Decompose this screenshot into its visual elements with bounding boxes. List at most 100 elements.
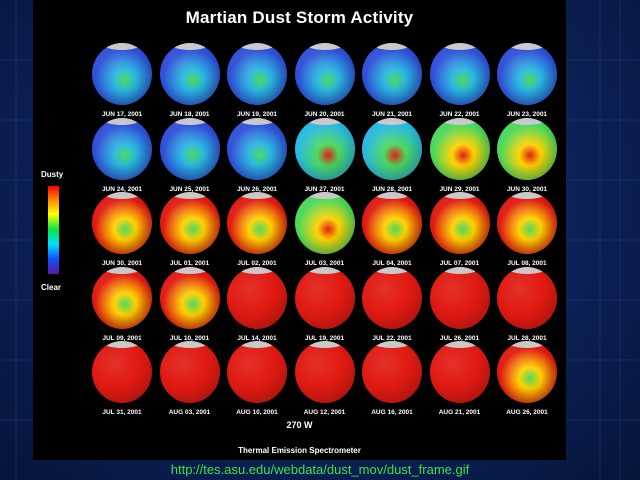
mars-globe-image: [227, 117, 287, 180]
globe-shading: [227, 341, 287, 403]
legend-dusty-label: Dusty: [41, 170, 64, 179]
globe-frame: JUN 30, 2001: [92, 192, 154, 274]
globe-frame: AUG 26, 2001: [497, 341, 559, 423]
globe-date-label: JUL 08, 2001: [507, 260, 547, 267]
globe-frame: AUG 16, 2001: [362, 341, 424, 423]
globe-date-label: JUL 22, 2001: [372, 334, 412, 342]
globe-frame: JUN 22, 2001: [429, 43, 492, 125]
globe-frame: JUL 08, 2001: [497, 192, 559, 274]
globe-date-label: JUN 30, 2001: [506, 185, 548, 193]
globe-date-label: JUN 27, 2001: [304, 185, 345, 193]
globe-date-label: JUN 23, 2001: [506, 111, 548, 118]
globe-shading: [159, 192, 220, 254]
globe-date-label: JUL 26, 2001: [439, 334, 480, 342]
mars-globe-image: [362, 192, 422, 254]
globe-shading: [362, 43, 422, 105]
globe-date-label: JUN 17, 2001: [101, 111, 143, 118]
mars-globe-image: [159, 266, 220, 329]
globe-date-label: JUL 19, 2001: [304, 334, 345, 342]
polar-cap: [169, 117, 210, 125]
mars-globe-image: [92, 43, 152, 105]
mars-globe-image: [294, 43, 355, 105]
polar-cap: [439, 341, 480, 348]
polar-cap: [169, 43, 210, 50]
mars-globe-image: [429, 192, 490, 254]
globe-shading: [92, 341, 152, 403]
globe-frame: JUL 02, 2001: [227, 192, 289, 274]
globe-date-label: JUN 18, 2001: [169, 111, 210, 118]
globe-shading: [497, 341, 557, 403]
mars-globe-image: [429, 266, 490, 329]
polar-cap: [304, 266, 345, 274]
globe-date-label: AUG 12, 2001: [303, 409, 346, 416]
mars-globe-image: [429, 117, 490, 180]
mars-globe-image: [362, 341, 422, 403]
globe-frame: JUL 26, 2001: [429, 266, 492, 349]
globe-date-label: JUN 21, 2001: [371, 111, 413, 118]
polar-cap: [169, 192, 210, 199]
globe-frame: JUN 25, 2001: [159, 117, 222, 200]
globe-shading: [362, 341, 422, 403]
globe-frame: JUN 23, 2001: [497, 43, 559, 125]
globe-shading: [92, 43, 152, 105]
globe-date-label: JUN 19, 2001: [236, 111, 278, 118]
polar-cap: [507, 266, 547, 274]
polar-cap: [372, 266, 412, 274]
globe-shading: [362, 192, 422, 254]
globe-shading: [92, 266, 152, 329]
globe-shading: [92, 192, 152, 254]
mars-globe-image: [227, 43, 287, 105]
mars-globe-image: [159, 43, 220, 105]
globe-date-label: AUG 10, 2001: [236, 409, 278, 416]
legend-clear-label: Clear: [41, 283, 62, 292]
globe-shading: [92, 117, 152, 180]
mars-globe-image: [497, 43, 557, 105]
dust-storm-figure: Martian Dust Storm Activity Dusty Clear …: [33, 0, 566, 460]
globe-shading: [497, 266, 557, 329]
mars-globe-image: [497, 192, 557, 254]
globe-date-label: JUL 04, 2001: [372, 260, 412, 267]
globe-date-label: JUL 10, 2001: [169, 334, 210, 342]
globe-shading: [429, 341, 490, 403]
globe-frame: JUL 10, 2001: [159, 266, 222, 349]
globe-frame: JUN 17, 2001: [92, 43, 154, 125]
globe-shading: [362, 266, 422, 329]
polar-cap: [102, 43, 142, 50]
polar-cap: [102, 341, 142, 348]
mars-globe-image: [92, 192, 152, 254]
figure-title: Martian Dust Storm Activity: [185, 8, 414, 27]
mars-globe-image: [362, 266, 422, 329]
polar-cap: [304, 192, 345, 199]
globe-frame: JUL 01, 2001: [159, 192, 222, 274]
globe-frame: AUG 12, 2001: [294, 341, 357, 423]
globe-frame: AUG 10, 2001: [227, 341, 289, 423]
globe-date-label: JUL 14, 2001: [237, 334, 277, 342]
polar-cap: [169, 266, 210, 274]
globe-shading: [429, 266, 490, 329]
globe-date-label: JUL 02, 2001: [237, 260, 277, 267]
globe-shading: [227, 266, 287, 329]
polar-cap: [237, 192, 277, 199]
mars-globe-image: [497, 266, 557, 329]
polar-cap: [237, 266, 277, 274]
globe-shading: [429, 192, 490, 254]
mars-globe-image: [294, 117, 355, 180]
globe-frame: JUN 28, 2001: [362, 117, 424, 200]
polar-cap: [439, 192, 480, 199]
mars-globe-image: [497, 341, 557, 403]
polar-cap: [304, 43, 345, 50]
globe-frame: JUN 21, 2001: [362, 43, 424, 125]
longitude-label: 270 W: [286, 420, 313, 430]
globe-shading: [294, 43, 355, 105]
globe-date-label: JUL 03, 2001: [304, 260, 345, 267]
mars-globe-image: [159, 192, 220, 254]
globe-shading: [294, 266, 355, 329]
globe-frame: JUN 19, 2001: [227, 43, 289, 125]
globe-date-label: JUN 20, 2001: [304, 111, 345, 118]
mars-globe-image: [429, 341, 490, 403]
mars-globe-image: [92, 117, 152, 180]
source-url-link[interactable]: http://tes.asu.edu/webdata/dust_mov/dust…: [170, 462, 470, 477]
globe-date-label: AUG 03, 2001: [168, 409, 211, 416]
polar-cap: [439, 266, 480, 274]
globe-shading: [159, 266, 220, 329]
